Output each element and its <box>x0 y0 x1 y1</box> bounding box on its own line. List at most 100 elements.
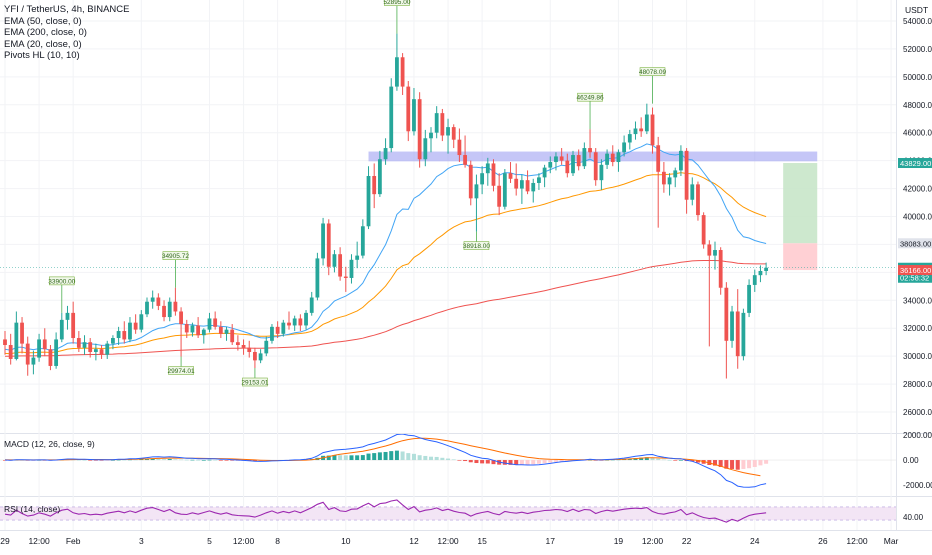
candle-body[interactable] <box>31 357 36 365</box>
candle-body[interactable] <box>525 180 530 192</box>
candle-body[interactable] <box>150 297 155 302</box>
candle-body[interactable] <box>531 182 536 192</box>
candle-body[interactable] <box>309 297 314 313</box>
candle-body[interactable] <box>639 128 644 132</box>
candle-body[interactable] <box>315 258 320 298</box>
candle-body[interactable] <box>383 148 388 160</box>
candle-body[interactable] <box>230 329 235 343</box>
candle-body[interactable] <box>434 113 439 133</box>
candle-body[interactable] <box>253 351 257 361</box>
candle-body[interactable] <box>349 259 354 278</box>
candle-body[interactable] <box>491 163 496 186</box>
candle-body[interactable] <box>25 343 30 365</box>
candle-body[interactable] <box>718 250 723 288</box>
candle-body[interactable] <box>417 99 422 160</box>
candle-body[interactable] <box>588 148 592 153</box>
candle-body[interactable] <box>599 164 604 181</box>
candle-body[interactable] <box>605 153 609 165</box>
drawings[interactable] <box>0 151 897 271</box>
candle-body[interactable] <box>554 156 558 163</box>
candle-body[interactable] <box>128 322 132 340</box>
candle-body[interactable] <box>235 342 240 346</box>
candle-body[interactable] <box>559 156 564 161</box>
candle-body[interactable] <box>201 329 206 336</box>
candle-body[interactable] <box>633 128 638 135</box>
candle-body[interactable] <box>59 319 64 340</box>
candle-body[interactable] <box>429 132 433 139</box>
candle-body[interactable] <box>224 329 229 334</box>
candle-body[interactable] <box>105 343 110 355</box>
candle-body[interactable] <box>576 155 581 167</box>
candle-body[interactable] <box>446 127 450 136</box>
candle-body[interactable] <box>82 342 87 348</box>
candle-body[interactable] <box>650 114 655 146</box>
candle-body[interactable] <box>656 145 661 172</box>
position-stop-zone[interactable] <box>783 243 818 271</box>
candle-body[interactable] <box>593 152 598 181</box>
candle-body[interactable] <box>37 339 41 358</box>
candle-body[interactable] <box>679 150 683 171</box>
candle-body[interactable] <box>20 322 24 344</box>
candle-body[interactable] <box>247 347 252 352</box>
candle-body[interactable] <box>366 175 371 227</box>
candle-body[interactable] <box>54 339 59 366</box>
candle-body[interactable] <box>406 86 411 132</box>
candle-body[interactable] <box>730 311 734 341</box>
candle-body[interactable] <box>179 311 183 325</box>
candle-body[interactable] <box>218 326 223 334</box>
candle-body[interactable] <box>696 184 700 216</box>
candle-body[interactable] <box>395 57 399 87</box>
candle-body[interactable] <box>542 167 547 178</box>
candle-body[interactable] <box>241 345 246 348</box>
candle-body[interactable] <box>88 342 93 352</box>
candle-body[interactable] <box>747 284 751 313</box>
candle-body[interactable] <box>582 148 587 167</box>
candle-body[interactable] <box>321 223 325 259</box>
candle-body[interactable] <box>116 331 121 339</box>
candle-body[interactable] <box>565 160 570 174</box>
candle-body[interactable] <box>111 338 115 344</box>
candle-body[interactable] <box>497 185 502 207</box>
candle-body[interactable] <box>463 155 467 165</box>
candle-body[interactable] <box>156 297 161 306</box>
candle-body[interactable] <box>14 322 19 359</box>
candle-body[interactable] <box>571 155 575 174</box>
candle-body[interactable] <box>287 322 291 326</box>
candle-body[interactable] <box>122 331 127 340</box>
candle-body[interactable] <box>196 325 201 336</box>
candle-body[interactable] <box>724 287 729 341</box>
candle-body[interactable] <box>3 339 7 346</box>
candle-body[interactable] <box>93 349 98 352</box>
candle-body[interactable] <box>338 254 343 277</box>
candle-body[interactable] <box>190 325 195 333</box>
candle-body[interactable] <box>474 184 479 199</box>
candle-body[interactable] <box>162 305 166 318</box>
candle-body[interactable] <box>485 163 490 174</box>
candle-body[interactable] <box>292 318 297 326</box>
candle-body[interactable] <box>99 349 104 355</box>
candles[interactable] <box>3 33 769 379</box>
candle-body[interactable] <box>468 164 473 199</box>
candle-body[interactable] <box>270 326 274 341</box>
candle-body[interactable] <box>343 276 348 278</box>
candle-body[interactable] <box>42 339 47 350</box>
candle-body[interactable] <box>713 250 717 256</box>
candle-body[interactable] <box>644 114 649 132</box>
candle-body[interactable] <box>139 314 144 330</box>
candle-body[interactable] <box>673 170 678 178</box>
candle-body[interactable] <box>752 275 757 285</box>
candle-body[interactable] <box>519 180 524 189</box>
candle-body[interactable] <box>360 226 365 256</box>
candle-body[interactable] <box>145 301 149 315</box>
candle-body[interactable] <box>304 312 308 326</box>
candle-body[interactable] <box>480 173 485 185</box>
candle-body[interactable] <box>133 322 138 330</box>
candle-body[interactable] <box>213 318 218 327</box>
candle-body[interactable] <box>389 86 394 149</box>
indicator-ema20[interactable]: EMA (20, close, 0) <box>4 38 82 50</box>
candle-body[interactable] <box>48 349 53 366</box>
position-target-zone[interactable] <box>783 163 818 244</box>
candle-body[interactable] <box>701 215 706 245</box>
candle-body[interactable] <box>264 340 269 354</box>
